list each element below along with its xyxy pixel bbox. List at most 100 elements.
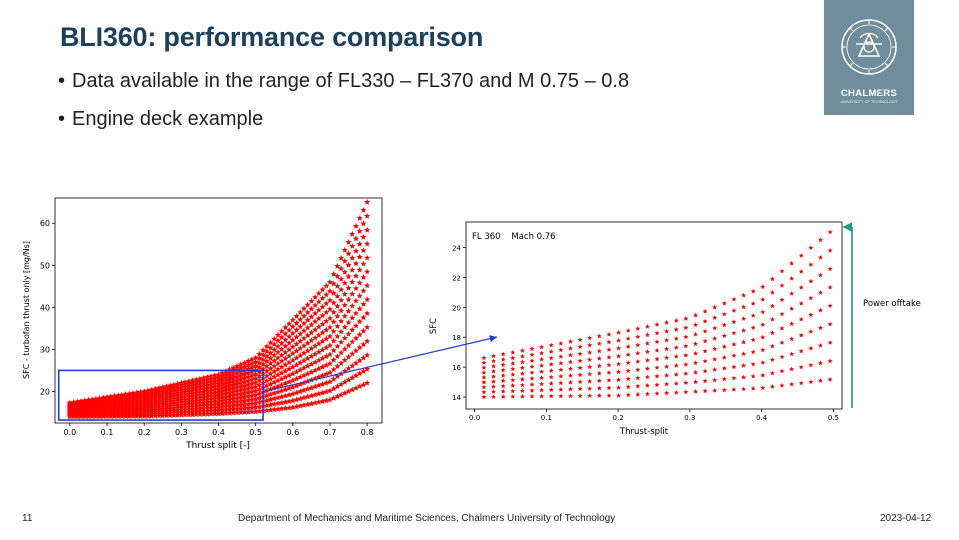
data-point xyxy=(596,385,602,391)
data-point xyxy=(558,360,564,366)
data-point xyxy=(152,396,159,402)
data-point xyxy=(289,343,296,350)
data-point xyxy=(315,365,322,372)
data-point xyxy=(587,378,593,384)
data-point xyxy=(779,382,785,388)
data-point xyxy=(548,349,554,354)
data-point xyxy=(304,339,311,346)
data-point xyxy=(519,382,525,388)
data-point xyxy=(170,390,177,397)
data-point xyxy=(779,311,785,317)
data-point xyxy=(539,393,545,399)
data-point xyxy=(163,412,170,419)
data-point xyxy=(360,368,367,374)
data-point xyxy=(683,371,689,376)
data-point xyxy=(230,385,237,392)
data-point xyxy=(293,389,300,396)
data-point xyxy=(182,389,189,395)
data-point xyxy=(174,385,181,392)
data-point xyxy=(245,385,252,392)
data-point xyxy=(282,355,289,362)
data-point xyxy=(286,346,293,353)
data-point xyxy=(500,372,506,378)
data-point xyxy=(267,391,274,397)
data-point xyxy=(196,403,203,409)
data-point xyxy=(300,402,307,408)
data-point xyxy=(234,405,241,412)
data-point xyxy=(286,320,293,327)
data-point xyxy=(345,284,352,291)
data-point xyxy=(481,374,487,380)
data-point xyxy=(230,392,237,399)
data-point xyxy=(702,358,708,364)
data-point xyxy=(577,386,583,391)
y-tick-label: 60 xyxy=(40,219,50,228)
data-point xyxy=(664,337,670,343)
data-point xyxy=(248,384,255,391)
data-point xyxy=(152,394,159,400)
data-point xyxy=(248,404,255,411)
data-point xyxy=(341,290,348,297)
data-point xyxy=(248,376,255,383)
data-point xyxy=(200,380,207,387)
data-point xyxy=(702,308,708,314)
data-point xyxy=(341,268,348,275)
data-point xyxy=(808,329,814,334)
data-point xyxy=(289,397,296,404)
data-point xyxy=(312,302,319,308)
data-point xyxy=(211,381,218,387)
data-point xyxy=(683,334,689,339)
data-point xyxy=(241,371,248,377)
data-point xyxy=(245,373,252,380)
data-point xyxy=(798,269,804,274)
data-point xyxy=(286,327,293,333)
data-point xyxy=(196,411,203,417)
data-point xyxy=(137,394,144,401)
data-point xyxy=(278,399,285,406)
data-point xyxy=(330,375,337,382)
data-point xyxy=(226,396,233,403)
data-point xyxy=(330,280,337,287)
data-point xyxy=(345,376,352,383)
data-point xyxy=(137,413,144,419)
data-point xyxy=(338,360,345,366)
data-point xyxy=(510,360,516,366)
data-point xyxy=(263,402,270,409)
data-point xyxy=(219,394,226,401)
data-point xyxy=(219,369,226,376)
data-point xyxy=(211,407,218,414)
data-point xyxy=(481,355,487,360)
data-point xyxy=(159,408,166,414)
data-point xyxy=(760,322,766,327)
data-point xyxy=(315,382,322,388)
data-point xyxy=(364,226,371,233)
data-point xyxy=(133,396,140,403)
data-point xyxy=(297,359,304,366)
data-point xyxy=(548,393,554,399)
data-point xyxy=(156,387,163,393)
data-point xyxy=(159,392,166,399)
data-point xyxy=(539,369,545,374)
data-point xyxy=(208,381,215,388)
data-point xyxy=(529,393,535,399)
data-point xyxy=(152,400,159,406)
data-point xyxy=(252,396,259,402)
data-point xyxy=(827,358,833,364)
data-point xyxy=(818,325,823,330)
data-point xyxy=(178,397,185,403)
data-point xyxy=(616,385,621,390)
data-point xyxy=(616,337,621,343)
data-point xyxy=(196,378,203,385)
data-point xyxy=(130,411,137,418)
data-point xyxy=(189,408,196,415)
data-point xyxy=(286,378,293,385)
data-point xyxy=(326,306,333,312)
bullet-list: Data available in the range of FL330 – F… xyxy=(58,68,629,144)
data-point xyxy=(260,347,267,353)
data-point xyxy=(159,410,166,416)
data-point xyxy=(500,351,506,357)
data-point xyxy=(152,408,159,415)
data-point xyxy=(789,306,795,311)
